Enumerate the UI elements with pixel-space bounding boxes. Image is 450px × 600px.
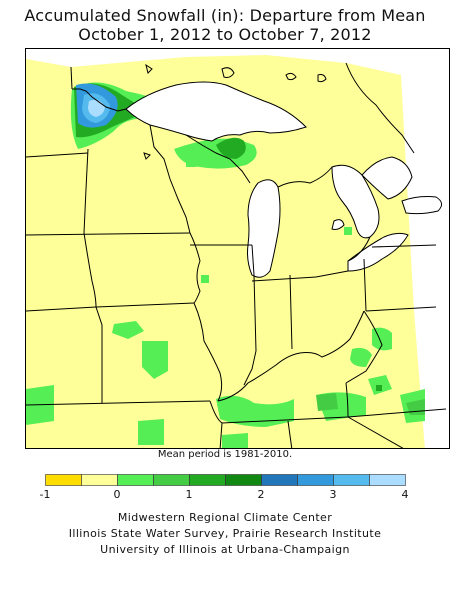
legend-bin <box>117 474 154 486</box>
legend-tick-label: 1 <box>185 488 193 501</box>
legend-tick-label: 4 <box>401 488 409 501</box>
map-title: Accumulated Snowfall (in): Departure fro… <box>24 6 426 25</box>
state-boundaries <box>26 62 447 448</box>
map-domain <box>26 55 425 448</box>
legend-bin <box>369 474 406 486</box>
legend-bin <box>153 474 190 486</box>
credit-mrcc: Midwestern Regional Climate Center <box>117 511 333 524</box>
legend-tick-label: 0 <box>113 488 121 501</box>
great-lakes <box>125 81 442 278</box>
lake-ontario <box>401 196 442 215</box>
legend-bin <box>261 474 298 486</box>
legend-bin <box>189 474 226 486</box>
legend-bin <box>81 474 118 486</box>
legend-tick-label: -1 <box>39 488 51 501</box>
credit-isws: Illinois State Water Survey, Prairie Res… <box>68 527 382 540</box>
legend-tick-label: 3 <box>329 488 337 501</box>
mean-period-note: Mean period is 1981-2010. <box>157 449 293 460</box>
map-date-range: October 1, 2012 to October 7, 2012 <box>78 25 372 44</box>
lake-michigan <box>247 179 281 278</box>
legend-bin <box>297 474 334 486</box>
credit-uiuc: University of Illinois at Urbana-Champai… <box>100 543 350 556</box>
lake-erie <box>347 232 409 272</box>
map-panel <box>25 48 450 449</box>
lake-superior <box>125 81 307 142</box>
legend-bin <box>333 474 370 486</box>
legend-bin <box>225 474 262 486</box>
legend-colorbar <box>45 474 406 486</box>
canadian-lakes <box>143 63 327 160</box>
snowfall-departure-map <box>26 49 449 448</box>
legend-bin <box>45 474 82 486</box>
legend-tick-label: 2 <box>257 488 265 501</box>
